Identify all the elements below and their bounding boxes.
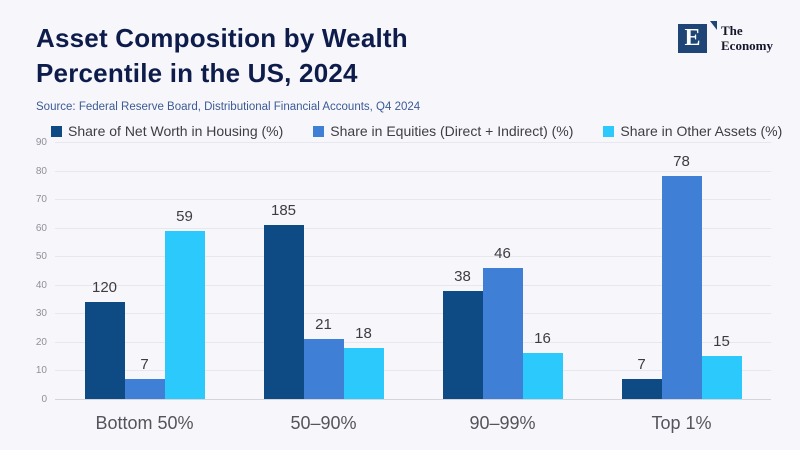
y-tick-label: 10 [35,365,47,377]
bar [343,347,384,399]
bar [124,379,165,399]
legend-label: Share of Net Worth in Housing (%) [68,123,284,139]
y-tick-label: 40 [35,279,47,291]
bar [661,176,702,399]
bar-value-label: 46 [494,244,511,262]
bar-value-label: 7 [637,356,646,374]
bar-value-label: 78 [673,153,690,171]
y-tick-label: 60 [35,222,47,234]
bar-value-label: 15 [713,333,730,351]
legend-item: Share of Net Worth in Housing (%) [51,123,283,139]
category-label: 50–90% [290,413,357,433]
bar [701,356,742,399]
y-tick-label: 50 [35,251,47,263]
chart-legend: Share of Net Worth in Housing (%) Share i… [51,123,782,139]
legend-item: Share in Equities (Direct + Indirect) (%… [313,123,573,139]
gridline [55,370,771,372]
bar [442,290,483,399]
brand-logo: E The Economy [678,21,773,53]
y-tick-label: 90 [35,137,47,148]
gridline [55,341,771,343]
legend-label: Share in Other Assets (%) [620,123,783,139]
bar [164,230,205,399]
logo-e-icon: E [678,21,717,53]
category-label: Bottom 50% [95,413,194,433]
gridline [55,256,771,258]
category-label: 90–99% [469,413,536,433]
logo-notch-icon [710,21,717,30]
x-axis-line [55,399,771,400]
gridline [55,199,771,201]
legend-swatch-icon [603,125,615,137]
page-title: Asset Composition by Wealth Percentile i… [36,21,408,91]
logo-letter: E [684,25,701,51]
logo-wordmark-line2: Economy [721,37,773,53]
y-tick-label: 20 [35,336,47,348]
y-tick-label: 0 [41,394,47,405]
gridline [55,227,771,229]
bar-value-label: 21 [315,316,332,334]
bar-chart-plot: 120 7 59 185 21 18 38 46 16 7 78 15 [55,142,771,400]
legend-item: Share in Other Assets (%) [603,123,782,139]
page-title-line2: Percentile in the US, 2024 [36,58,358,88]
category-label: Top 1% [651,413,712,433]
legend-swatch-icon [313,125,325,137]
bar [522,353,563,399]
bar [621,379,662,399]
gridline [55,284,771,286]
bar-value-label: 120 [91,278,118,296]
bar-value-label: 185 [270,201,297,219]
source-caption: Source: Federal Reserve Board, Distribut… [36,101,421,113]
gridline [55,170,771,172]
bar [482,267,523,399]
page-title-line1: Asset Composition by Wealth [36,23,408,53]
logo-wordmark-line1: The [721,23,743,38]
bar [303,339,344,399]
legend-swatch-icon [51,125,62,137]
y-tick-label: 30 [35,308,47,320]
bar-value-label: 38 [454,267,471,285]
bar [263,224,304,399]
logo-wordmark: The Economy [721,23,773,53]
bar-value-label: 59 [176,207,193,225]
bar [84,301,125,399]
bar-value-label: 16 [534,330,551,348]
legend-label: Share in Equities (Direct + Indirect) (%… [330,123,574,139]
bar-value-label: 7 [140,356,149,374]
gridline [55,313,771,315]
y-tick-label: 80 [35,165,47,177]
gridline [55,142,771,143]
y-tick-label: 70 [35,194,47,206]
bar-value-label: 18 [355,324,372,342]
